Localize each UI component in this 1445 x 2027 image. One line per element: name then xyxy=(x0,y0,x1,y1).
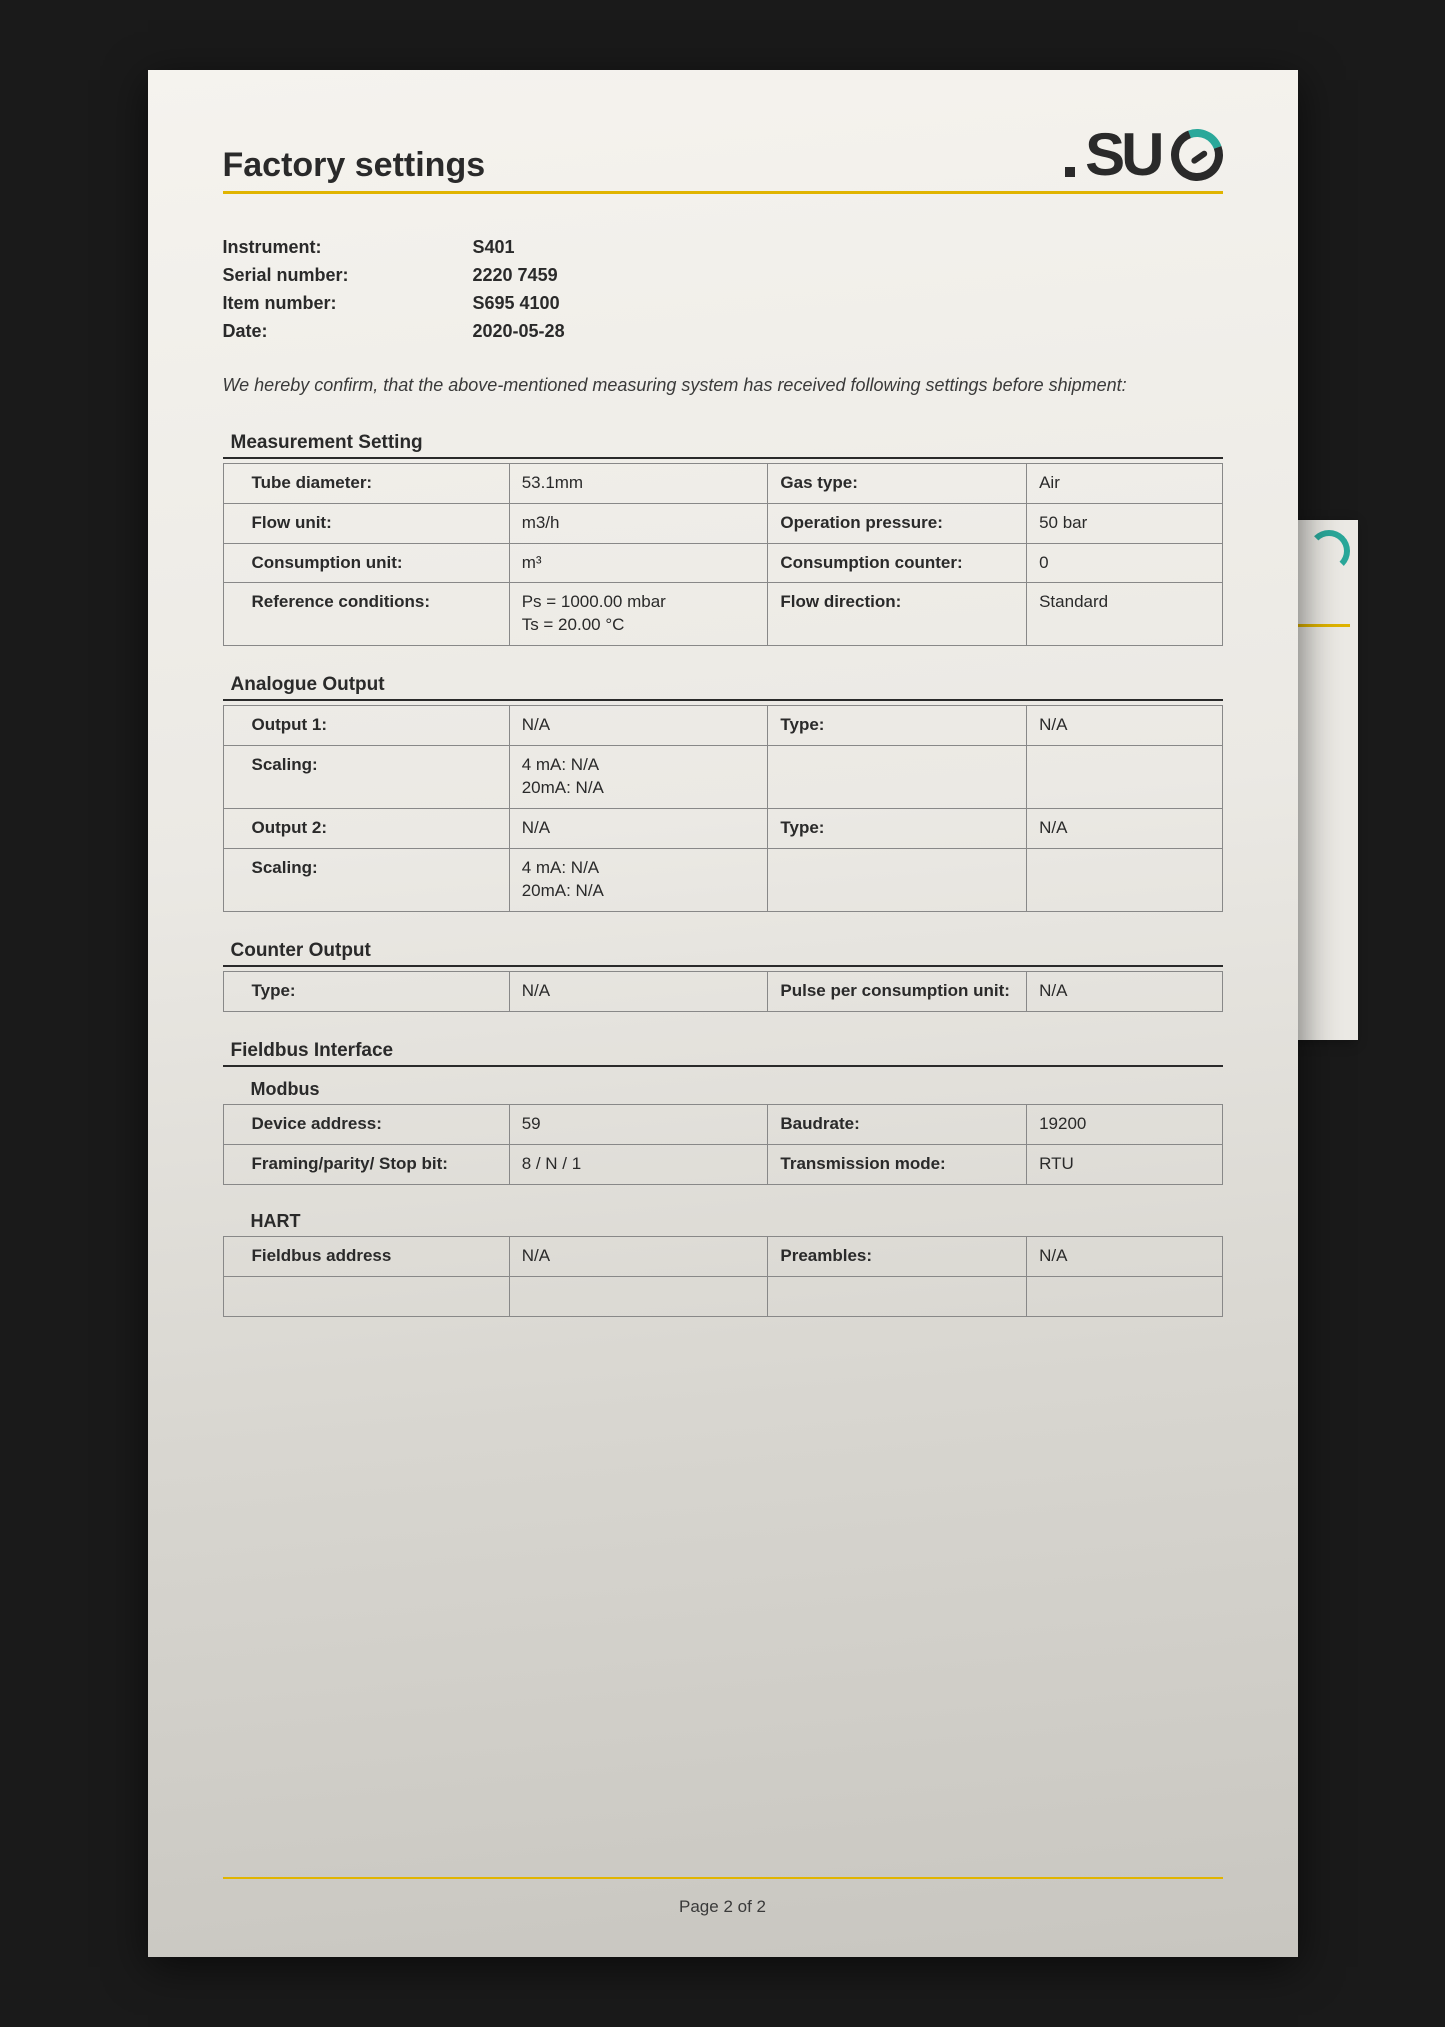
document-page: Factory settings SU Instrument: S401 Ser… xyxy=(148,70,1298,1957)
cell-label: Consumption unit: xyxy=(223,543,509,583)
header: Factory settings SU xyxy=(223,125,1223,194)
cell-empty xyxy=(1027,849,1222,912)
cell-value: Ps = 1000.00 mbar Ts = 20.00 °C xyxy=(509,583,768,646)
footer-rule xyxy=(223,1877,1223,1879)
cell-value: 4 mA: N/A 20mA: N/A xyxy=(509,849,768,912)
table-counter: Type: N/A Pulse per consumption unit: N/… xyxy=(223,971,1223,1012)
sub-title-hart: HART xyxy=(223,1203,1223,1236)
cell-label: Flow direction: xyxy=(768,583,1027,646)
cell-label: Flow unit: xyxy=(223,503,509,543)
section-measurement: Measurement Setting Tube diameter: 53.1m… xyxy=(223,432,1223,647)
cell-label: Output 2: xyxy=(223,809,509,849)
cell-label: Scaling: xyxy=(223,746,509,809)
cell-label: Consumption counter: xyxy=(768,543,1027,583)
cell-label: Tube diameter: xyxy=(223,463,509,503)
meta-block: Instrument: S401 Serial number: 2220 745… xyxy=(223,234,1223,346)
section-fieldbus: Fieldbus Interface Modbus Device address… xyxy=(223,1040,1223,1317)
cell-label: Framing/parity/ Stop bit: xyxy=(223,1144,509,1184)
section-analogue: Analogue Output Output 1: N/A Type: N/A … xyxy=(223,674,1223,912)
cell-value: N/A xyxy=(1027,706,1222,746)
instrument-label: Instrument: xyxy=(223,234,473,262)
cell-value: N/A xyxy=(509,971,768,1011)
cell-label: Reference conditions: xyxy=(223,583,509,646)
cell-label: Scaling: xyxy=(223,849,509,912)
sub-title-modbus: Modbus xyxy=(223,1071,1223,1104)
page-number: Page 2 of 2 xyxy=(223,1897,1223,1917)
page-title: Factory settings xyxy=(223,146,486,185)
cell-value: RTU xyxy=(1027,1144,1222,1184)
table-hart: Fieldbus address N/A Preambles: N/A xyxy=(223,1236,1223,1317)
cell-value: N/A xyxy=(1027,971,1222,1011)
cell-value: 8 / N / 1 xyxy=(509,1144,768,1184)
logo-dot-icon xyxy=(1065,167,1075,177)
cell-label: Baudrate: xyxy=(768,1104,1027,1144)
cell-empty xyxy=(223,1276,509,1316)
section-title-fieldbus: Fieldbus Interface xyxy=(223,1040,1223,1067)
cell-value: N/A xyxy=(509,809,768,849)
cell-value: 50 bar xyxy=(1027,503,1222,543)
cell-label: Type: xyxy=(223,971,509,1011)
cell-value: 59 xyxy=(509,1104,768,1144)
cell-value: N/A xyxy=(509,706,768,746)
cell-empty xyxy=(1027,1276,1222,1316)
serial-label: Serial number: xyxy=(223,262,473,290)
instrument-value: S401 xyxy=(473,234,515,262)
cell-empty xyxy=(509,1276,768,1316)
date-value: 2020-05-28 xyxy=(473,318,565,346)
serial-value: 2220 7459 xyxy=(473,262,558,290)
table-modbus: Device address: 59 Baudrate: 19200 Frami… xyxy=(223,1104,1223,1185)
cell-value: N/A xyxy=(1027,809,1222,849)
cell-label: Type: xyxy=(768,706,1027,746)
cell-value: m³ xyxy=(509,543,768,583)
cell-label: Preambles: xyxy=(768,1236,1027,1276)
cell-value: Air xyxy=(1027,463,1222,503)
cell-value: Standard xyxy=(1027,583,1222,646)
section-counter: Counter Output Type: N/A Pulse per consu… xyxy=(223,940,1223,1012)
cell-label: Gas type: xyxy=(768,463,1027,503)
cell-label: Pulse per consumption unit: xyxy=(768,971,1027,1011)
cell-value: N/A xyxy=(1027,1236,1222,1276)
cell-value: 0 xyxy=(1027,543,1222,583)
cell-empty xyxy=(768,1276,1027,1316)
cell-label: Device address: xyxy=(223,1104,509,1144)
cell-value: N/A xyxy=(509,1236,768,1276)
cell-label: Operation pressure: xyxy=(768,503,1027,543)
section-title-measurement: Measurement Setting xyxy=(223,432,1223,459)
item-label: Item number: xyxy=(223,290,473,318)
cell-value: m3/h xyxy=(509,503,768,543)
section-title-counter: Counter Output xyxy=(223,940,1223,967)
confirm-text: We hereby confirm, that the above-mentio… xyxy=(223,372,1223,398)
background-page-peek xyxy=(1278,520,1358,1040)
cell-label: Type: xyxy=(768,809,1027,849)
table-analogue: Output 1: N/A Type: N/A Scaling: 4 mA: N… xyxy=(223,705,1223,912)
logo-gauge-icon xyxy=(1162,120,1231,189)
section-title-analogue: Analogue Output xyxy=(223,674,1223,701)
cell-value: 53.1mm xyxy=(509,463,768,503)
table-measurement: Tube diameter: 53.1mm Gas type: Air Flow… xyxy=(223,463,1223,647)
item-value: S695 4100 xyxy=(473,290,560,318)
logo-text: SU xyxy=(1085,125,1160,185)
cell-empty xyxy=(768,746,1027,809)
cell-value: 19200 xyxy=(1027,1104,1222,1144)
brand-logo: SU xyxy=(1065,125,1222,185)
cell-value: 4 mA: N/A 20mA: N/A xyxy=(509,746,768,809)
cell-empty xyxy=(1027,746,1222,809)
cell-label: Fieldbus address xyxy=(223,1236,509,1276)
date-label: Date: xyxy=(223,318,473,346)
cell-label: Output 1: xyxy=(223,706,509,746)
cell-empty xyxy=(768,849,1027,912)
cell-label: Transmission mode: xyxy=(768,1144,1027,1184)
